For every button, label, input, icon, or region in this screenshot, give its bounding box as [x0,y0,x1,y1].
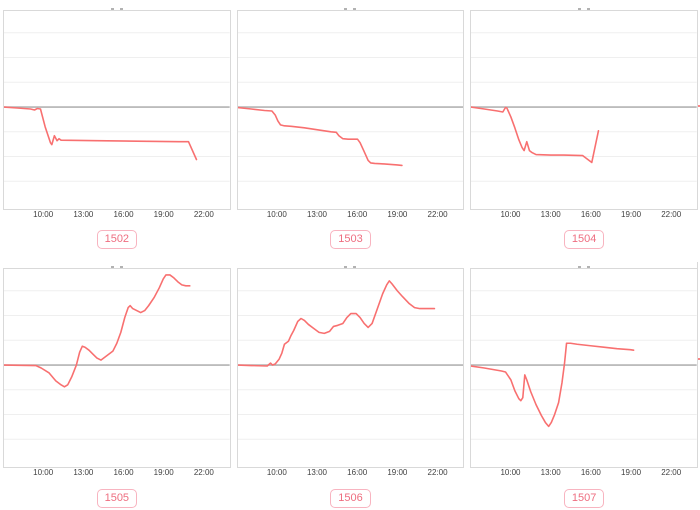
chart-id-badge[interactable]: 1502 [96,230,138,249]
chart-panel[interactable] [470,10,698,210]
chart-cell: 10:00 13:00 16:00 19:00 22:00 1506 [236,258,465,510]
x-tick-label: 10:00 [500,210,521,219]
chart-badge-row: 1503 [237,226,465,258]
x-axis: 10:00 13:00 16:00 19:00 22:00 [237,210,465,226]
chart-id-badge[interactable]: 1504 [563,230,605,249]
x-axis: 10:00 13:00 16:00 19:00 22:00 [237,468,465,484]
x-tick-label: 22:00 [427,210,448,219]
chart-id-badge[interactable]: 1507 [563,489,605,508]
chart-badge-row: 1502 [3,226,231,258]
x-axis: 10:00 13:00 16:00 19:00 22:00 [470,468,698,484]
x-tick-label: 13:00 [73,210,94,219]
line-chart-svg [471,290,697,440]
chart-cell: 10:00 13:00 16:00 19:00 22:00 1504 [470,0,698,258]
x-tick-label: 22:00 [661,468,682,477]
line-chart-svg [237,32,464,182]
x-axis: 10:00 13:00 16:00 19:00 22:00 [3,210,231,226]
cropped-line-fragment [698,358,700,360]
chart-panel[interactable] [470,268,698,468]
x-tick-label: 19:00 [153,468,174,477]
chart-id-badge[interactable]: 1506 [330,489,371,508]
chart-cell: 10:00 13:00 16:00 19:00 22:00 1505 [3,258,231,510]
line-chart-svg [4,274,230,440]
line-chart-svg [4,32,230,182]
x-tick-label: 10:00 [500,468,521,477]
truncated-chart-title [237,258,465,268]
x-tick-label: 13:00 [306,210,328,219]
truncated-chart-title [470,258,698,268]
x-tick-label: 16:00 [580,210,601,219]
truncated-chart-title [470,0,698,10]
charts-row-top: 10:00 13:00 16:00 19:00 22:00 1502 10:00 13:0… [3,0,698,258]
cropped-next-panel-bottom [697,262,700,462]
chart-id-badge[interactable]: 1503 [330,230,371,249]
x-tick-label: 22:00 [193,468,214,477]
chart-id-badge[interactable]: 1505 [96,489,138,508]
truncated-chart-title [3,258,231,268]
x-tick-label: 10:00 [266,468,287,477]
x-tick-label: 16:00 [347,468,368,477]
x-tick-label: 16:00 [347,210,368,219]
x-tick-label: 13:00 [540,210,561,219]
x-tick-label: 19:00 [387,210,408,219]
x-tick-label: 19:00 [387,468,408,477]
x-tick-label: 10:00 [266,210,287,219]
x-axis: 10:00 13:00 16:00 19:00 22:00 [470,210,698,226]
x-tick-label: 13:00 [73,468,94,477]
chart-panel[interactable] [3,10,231,210]
x-tick-label: 22:00 [193,210,214,219]
x-tick-label: 19:00 [153,210,174,219]
x-tick-label: 10:00 [33,210,54,219]
x-tick-label: 13:00 [540,468,561,477]
cropped-line-fragment [698,105,700,107]
x-tick-label: 22:00 [661,210,682,219]
chart-badge-row: 1504 [470,226,698,258]
cropped-next-panel-top [697,10,700,210]
chart-panel[interactable] [236,268,465,468]
chart-cell: 10:00 13:00 16:00 19:00 22:00 1507 [470,258,698,510]
x-tick-label: 16:00 [113,210,134,219]
chart-badge-row: 1506 [237,484,465,510]
chart-panel[interactable] [3,268,231,468]
x-tick-label: 22:00 [427,468,448,477]
truncated-chart-title [3,0,231,10]
chart-panel[interactable] [236,10,465,210]
charts-row-bottom: 10:00 13:00 16:00 19:00 22:00 1505 10:00 13:0… [3,258,698,510]
x-tick-label: 19:00 [621,210,642,219]
x-tick-label: 10:00 [33,468,54,477]
x-tick-label: 16:00 [580,468,601,477]
x-tick-label: 13:00 [306,468,328,477]
line-chart-svg [471,32,697,182]
x-axis: 10:00 13:00 16:00 19:00 22:00 [3,468,231,484]
x-tick-label: 16:00 [113,468,134,477]
x-tick-label: 19:00 [621,468,642,477]
chart-badge-row: 1505 [3,484,231,510]
truncated-chart-title [237,0,465,10]
chart-cell: 10:00 13:00 16:00 19:00 22:00 1503 [236,0,465,258]
chart-badge-row: 1507 [470,484,698,510]
chart-cell: 10:00 13:00 16:00 19:00 22:00 1502 [3,0,231,258]
line-chart-svg [237,280,464,440]
